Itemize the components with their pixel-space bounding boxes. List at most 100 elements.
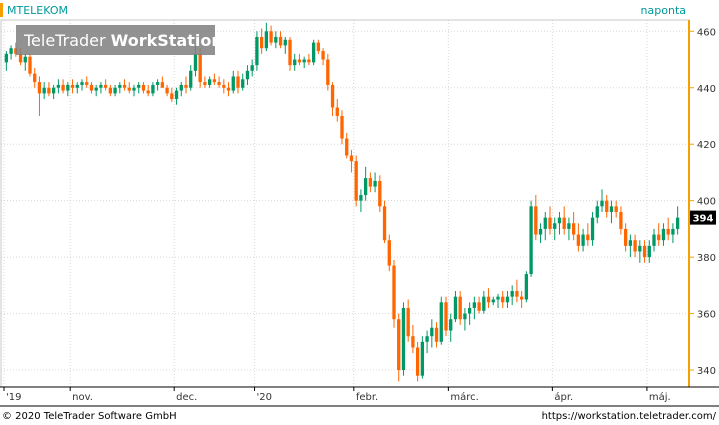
candle	[250, 59, 254, 77]
candle-body	[392, 265, 396, 320]
candle-body	[151, 84, 155, 94]
candle-body	[349, 155, 354, 162]
candle-body	[51, 87, 56, 94]
candle-body	[491, 299, 495, 303]
candle-body	[586, 234, 590, 241]
candle	[56, 79, 61, 94]
watermark-part1: TeleTrader	[23, 31, 111, 50]
candle	[321, 48, 325, 66]
candle-body	[236, 76, 240, 88]
footer-url[interactable]: https://workstation.teletrader.com/	[542, 411, 717, 422]
candle-body	[501, 296, 505, 303]
candle-body	[430, 327, 434, 337]
candle	[217, 76, 221, 88]
candle-body	[250, 65, 254, 71]
candle-body	[198, 53, 202, 83]
candle-body	[222, 84, 226, 88]
candle	[557, 211, 562, 235]
candle	[89, 82, 94, 94]
candle-body	[486, 296, 491, 303]
candle	[425, 330, 429, 354]
candle	[269, 25, 273, 46]
candle	[151, 82, 155, 97]
candle	[458, 291, 462, 325]
candle-body	[425, 336, 429, 342]
candle-body	[231, 76, 235, 91]
candle	[496, 293, 500, 308]
candle-body	[23, 56, 27, 63]
candle-body	[415, 347, 420, 376]
candle	[283, 36, 287, 54]
candle-body	[28, 56, 32, 74]
candle	[444, 296, 448, 337]
candle	[231, 70, 235, 94]
candle	[406, 299, 410, 342]
candle	[415, 341, 420, 382]
candle-body	[56, 84, 61, 88]
candle-body	[661, 228, 666, 241]
candle-body	[543, 217, 547, 229]
candle	[642, 240, 647, 263]
candle	[529, 200, 533, 277]
candle-body	[657, 234, 661, 241]
x-tick-label: máj.	[649, 391, 671, 403]
candle	[108, 84, 113, 97]
candle	[245, 65, 250, 85]
candle-body	[397, 319, 401, 371]
watermark: TeleTrader WorkStation	[16, 25, 223, 55]
x-tick-label: ápr.	[554, 391, 573, 403]
candle	[42, 82, 46, 100]
candle-body	[278, 36, 283, 46]
candle	[335, 99, 339, 122]
candle	[137, 82, 141, 94]
candle	[274, 31, 278, 49]
candle-body	[316, 42, 321, 52]
y-tick-label: 460	[697, 27, 716, 38]
candle-body	[510, 291, 514, 297]
candle	[259, 28, 264, 54]
candle	[203, 76, 207, 88]
candle-body	[420, 341, 425, 376]
candle	[288, 36, 292, 71]
candle-body	[472, 302, 477, 308]
candle-body	[614, 206, 618, 212]
candle-body	[439, 302, 443, 342]
symbol-label: MTELEKOM	[7, 4, 68, 17]
candle-body	[66, 84, 70, 91]
candle-body	[368, 178, 373, 187]
candle	[401, 302, 406, 376]
candle	[453, 291, 458, 323]
last-price-box	[690, 210, 716, 225]
candle-body	[505, 296, 510, 303]
candle-body	[193, 53, 198, 71]
candle-body	[477, 302, 481, 311]
candle	[605, 195, 609, 218]
candle-body	[382, 206, 387, 241]
candle	[302, 56, 306, 68]
candle	[439, 296, 443, 345]
candle	[66, 82, 70, 97]
candle	[600, 189, 604, 212]
candle-body	[122, 84, 127, 88]
candle-body	[515, 291, 519, 297]
candle	[359, 189, 363, 212]
candle	[675, 206, 680, 235]
candle	[94, 84, 98, 97]
candle-body	[571, 223, 576, 235]
candle	[316, 39, 321, 54]
candle	[122, 79, 127, 91]
candle-body	[94, 87, 98, 91]
candle-body	[581, 234, 585, 246]
candle-body	[146, 90, 150, 94]
candle	[477, 296, 481, 314]
candle-body	[633, 240, 637, 252]
candle	[501, 291, 505, 308]
candle	[330, 82, 335, 116]
candle	[581, 228, 585, 252]
candle-body	[165, 87, 169, 94]
candle	[113, 84, 117, 97]
candle-body	[340, 115, 344, 139]
candle	[9, 45, 13, 60]
